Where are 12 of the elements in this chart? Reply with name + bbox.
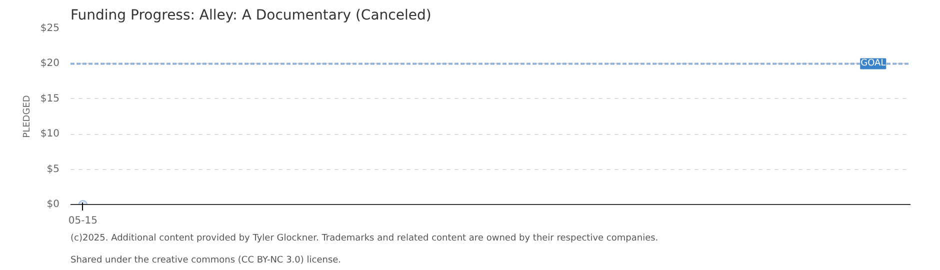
y-tick-label: $20 [40,58,60,70]
text: Funding Progress: Alley: A Documentary (Canceled) [70,8,432,24]
y-tick-label: $15 [40,93,60,104]
text: Shared under the creative commons (CC BY-NC 3.0) license. [70,256,342,266]
ref-line-label: GOAL [860,58,886,69]
x-tick-label: 05-15 [68,216,98,226]
text: (c)2025. Additional content provided by Tyler Glockner. Trademarks and related content are owned by their respective companies. [70,234,658,244]
y-tick-label: $5 [46,164,60,175]
y-tick-label: $0 [46,199,60,210]
y-tick-label: $10 [40,128,60,140]
y-axis-title: PLEDGED [22,95,32,138]
y-tick-label: $25 [40,23,60,34]
